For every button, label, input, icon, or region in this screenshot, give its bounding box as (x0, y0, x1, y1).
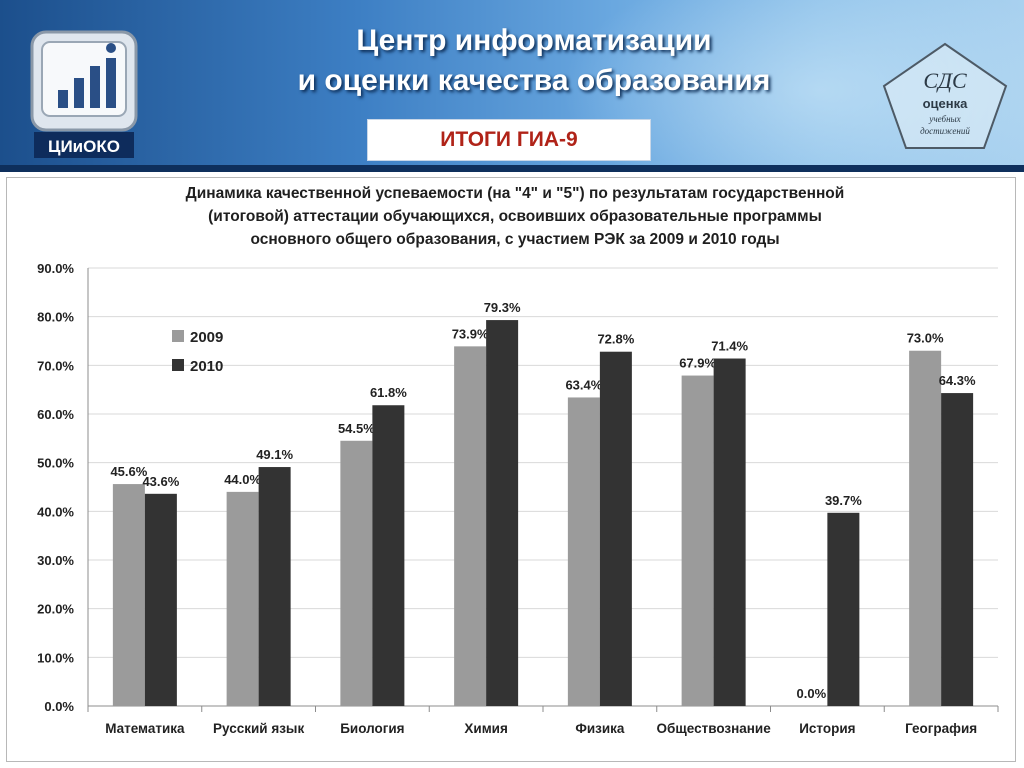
legend-label-2009: 2009 (190, 329, 223, 346)
data-label-2010: 43.6% (142, 474, 179, 489)
legend-swatch-2009 (172, 330, 184, 342)
bar-2009 (567, 397, 600, 706)
bar-2009 (681, 375, 714, 706)
bar-2010 (827, 512, 860, 706)
bar-2009 (454, 346, 487, 706)
bar-2009 (226, 491, 259, 706)
category-label: География (905, 721, 977, 736)
category-label: Русский язык (213, 721, 304, 736)
data-label-2010: 49.1% (256, 447, 293, 462)
header-bottom-band (0, 165, 1024, 172)
category-label: Биология (340, 721, 404, 736)
bar-2010 (713, 358, 746, 706)
sds-stamp-logo: СДС оценка учебных достижений (882, 42, 1008, 149)
bar-2009 (112, 484, 145, 706)
ciioko-logo: ЦИиОКО (30, 30, 138, 158)
data-label-2010: 72.8% (597, 332, 634, 347)
logo-text: ЦИиОКО (48, 137, 120, 156)
y-tick-label: 90.0% (37, 261, 74, 276)
y-tick-label: 20.0% (37, 602, 74, 617)
category-label: Физика (575, 721, 625, 736)
data-label-2010: 64.3% (939, 373, 976, 388)
y-tick-label: 50.0% (37, 456, 74, 471)
data-label-2010: 39.7% (825, 493, 862, 508)
chart-title-line-3: основного общего образования, с участием… (250, 231, 780, 248)
stamp-line-4: достижений (920, 126, 970, 136)
data-label-2009: 0.0% (797, 686, 827, 701)
bar-2010 (599, 351, 632, 706)
y-tick-label: 80.0% (37, 310, 74, 325)
header-title-line2: и оценки качества образования (297, 64, 771, 97)
y-tick-label: 10.0% (37, 650, 74, 665)
stamp-line-3: учебных (928, 114, 960, 124)
data-label-2009: 63.4% (565, 377, 602, 392)
bar-2010 (258, 467, 291, 706)
chart-title-line-1: Динамика качественной успеваемости (на "… (185, 185, 845, 202)
bar-2010 (144, 493, 177, 706)
data-label-2009: 67.9% (679, 356, 716, 371)
y-tick-label: 30.0% (37, 553, 74, 568)
bar-2009 (340, 440, 373, 706)
y-tick-label: 0.0% (44, 699, 74, 714)
chart-title-line-2: (итоговой) аттестации обучающихся, освои… (208, 208, 822, 225)
category-label: Химия (464, 721, 507, 736)
y-tick-label: 60.0% (37, 407, 74, 422)
data-label-2009: 45.6% (110, 464, 147, 479)
stamp-line-2: оценка (923, 96, 969, 111)
category-label: Математика (105, 721, 185, 736)
data-label-2010: 79.3% (484, 300, 521, 315)
bar-2010 (372, 405, 405, 706)
results-badge: ИТОГИ ГИА-9 (367, 119, 651, 161)
data-label-2009: 73.0% (907, 331, 944, 346)
data-label-2010: 71.4% (711, 339, 748, 354)
bar-2010 (486, 320, 519, 706)
bar-2010 (941, 393, 974, 706)
header-banner: ЦИиОКО Центр информатизации и оценки кач… (0, 0, 1024, 172)
data-label-2009: 73.9% (452, 326, 489, 341)
legend-label-2010: 2010 (190, 358, 223, 375)
stamp-line-1: СДС (923, 68, 967, 93)
y-tick-label: 70.0% (37, 358, 74, 373)
data-label-2009: 44.0% (224, 472, 261, 487)
data-label-2010: 61.8% (370, 385, 407, 400)
header-title-line1: Центр информатизации (356, 24, 712, 57)
data-label-2009: 54.5% (338, 421, 375, 436)
category-label: Обществознание (657, 721, 772, 736)
legend-swatch-2010 (172, 359, 184, 371)
chart-title: Динамика качественной успеваемости (на "… (0, 182, 1024, 251)
y-tick-label: 40.0% (37, 504, 74, 519)
category-label: История (799, 721, 855, 736)
bar-2009 (909, 350, 942, 706)
